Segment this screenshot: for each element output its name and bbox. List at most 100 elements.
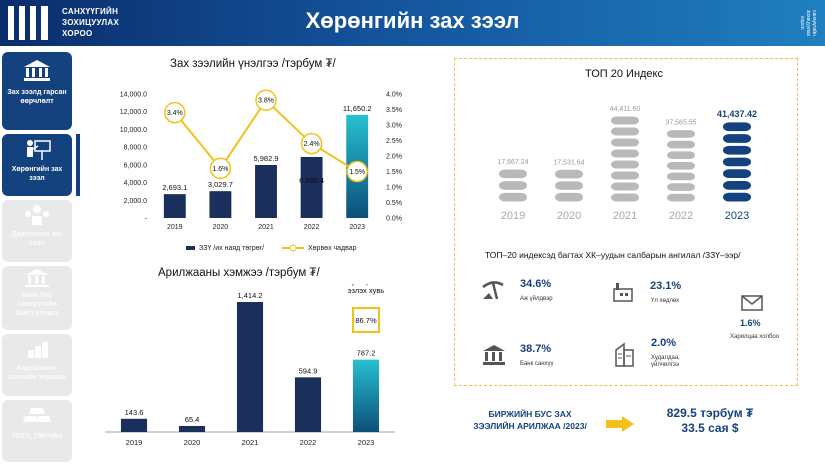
breakdown-title: ТОП–20 индексэд багтах ХК–уудын салбарын…: [485, 250, 741, 260]
x-tick-label: 2021: [242, 438, 259, 447]
top20-data-label: 37,565.55: [665, 120, 696, 127]
stat-bank-label: Банк санхүү: [520, 361, 554, 367]
trading-volume-bar: [352, 359, 380, 432]
header-bar: САНХҮҮГИЙН ЗОХИЦУУЛАХ ХОРОО Хөрөнгийн за…: [0, 0, 825, 46]
top20-bar-segment: [723, 134, 751, 143]
top20-bar-segment: [611, 160, 639, 169]
side-logo: санхүүгийн зохицуулах хороо: [799, 9, 817, 37]
top20-bar-segment: [723, 192, 751, 202]
top20-panel: [454, 58, 798, 386]
y2-tick-label: 0.5%: [386, 200, 402, 207]
stat-bank-pct: 38.7%: [520, 343, 552, 355]
top20-bar-segment: [555, 181, 583, 190]
top20-bar-segment: [611, 182, 639, 191]
top20-bar-segment: [611, 171, 639, 180]
y-tick-label: 6,000.0: [124, 162, 147, 169]
gold-bars-icon: [23, 408, 51, 422]
market-value-data-label: 3,029.7: [208, 180, 233, 189]
market-value-data-label: 2,693.1: [162, 183, 187, 192]
buildings-icon: [615, 342, 634, 367]
top20-bar-segment: [555, 192, 583, 202]
otc-trading-value: 829.5 тэрбум ₮ 33.5 сая $: [666, 406, 754, 435]
sidebar-item-insurance[interactable]: Даатгалын зах зээл: [2, 200, 72, 262]
top20-bar-segment: [611, 193, 639, 202]
x-tick-label: 2019: [501, 210, 525, 222]
x-tick-label: 2022: [300, 438, 317, 447]
sidebar-item-nbfi[interactable]: Банк бус санхүүгийн байгууллага: [2, 266, 72, 330]
market-value-data-label: 5,982.9: [253, 154, 278, 163]
x-tick-label: 2019: [126, 438, 143, 447]
liquidity-point: [346, 160, 368, 183]
top20-bar-segment: [611, 149, 639, 158]
trading-volume-data-label: 65.4: [185, 415, 200, 424]
y-tick-label: 12,000.0: [120, 109, 147, 116]
sidebar-item-label: Зах зээлд гарсан өөрчлөлт: [7, 89, 67, 105]
trading-volume-data-label: 143.6: [125, 408, 144, 417]
top20-bar-segment: [667, 172, 695, 181]
sidebar-item-abs[interactable]: ҮХХЭ, УМҮЧАЗ: [2, 400, 72, 462]
x-tick-label: 2022: [669, 210, 693, 222]
sidebar-item-label: Хөрөнгийн зах зээл: [11, 166, 63, 182]
trading-volume-data-label: 787.2: [357, 349, 376, 358]
liquidity-data-label: 2.4%: [304, 141, 320, 148]
liquidity-point: [164, 101, 186, 124]
mining-icon: [482, 281, 504, 300]
bank-icon: [25, 269, 49, 287]
y-tick-label: 2,000.0: [124, 198, 147, 205]
stat-telecom-label: Харилцаа холбоо: [730, 334, 780, 340]
logo-icon: [8, 6, 48, 40]
y2-tick-label: 3.5%: [386, 107, 402, 114]
y-tick-label: 4,000.0: [124, 180, 147, 187]
trading-volume-bar: [236, 302, 264, 432]
y2-tick-label: 2.0%: [386, 154, 402, 161]
market-value-bar: [300, 156, 323, 218]
liquidity-data-label: 1.6%: [212, 166, 228, 173]
liquidity-data-label: 3.8%: [258, 98, 274, 105]
sidebar-item-label: Хадгаламж, зээлийн хоршоо: [8, 365, 66, 381]
y2-tick-label: 1.5%: [386, 169, 402, 176]
sidebar-item-capital-market[interactable]: Хөрөнгийн зах зээл: [2, 134, 72, 196]
x-tick-label: 2021: [258, 224, 274, 231]
sidebar-item-savings-coop[interactable]: Хадгаламж, зээлийн хоршоо: [2, 334, 72, 396]
page-title: Хөрөнгийн зах зээл: [305, 8, 520, 33]
stat-telecom-pct: 1.6%: [740, 318, 761, 328]
trading-volume-chart: 143.6 2019 65.4 2020 1,414.2 2021 594.9 2022 787…: [105, 284, 395, 447]
share-annotation-value: 86.7%: [355, 316, 377, 325]
y2-tick-label: 1.0%: [386, 185, 402, 192]
y-tick-label: 8,000.0: [124, 145, 147, 152]
sidebar-item-market-changes[interactable]: Зах зээлд гарсан өөрчлөлт: [2, 52, 72, 130]
liquidity-point: [209, 157, 232, 180]
trading-volume-bar: [178, 425, 206, 432]
top20-bar-segment: [611, 127, 639, 136]
top20-bar-segment: [667, 130, 695, 138]
top20-index-chart: 17,667.24 2019 17,531.64 2020 44,411.60 2021 3…: [497, 106, 757, 222]
x-tick-label: 2023: [349, 224, 365, 231]
building-icon: [24, 60, 50, 81]
envelope-icon: [741, 295, 763, 311]
coins-icon: [28, 342, 48, 358]
top20-data-label: 17,667.24: [497, 159, 528, 166]
top20-bar-segment: [499, 192, 527, 202]
top20-bar-segment: [723, 145, 751, 155]
x-tick-label: 2020: [213, 224, 229, 231]
legend-label: ЗЗҮ /их наяд төгрөг/: [199, 245, 264, 252]
liquidity-data-label: 3.4%: [167, 110, 183, 117]
x-tick-label: 2019: [167, 224, 183, 231]
arrow-right-icon: [606, 416, 634, 432]
stat-industry-pct: 34.6%: [520, 278, 552, 290]
market-value-bar: [163, 194, 186, 218]
trading-volume-bar: [294, 377, 322, 432]
factory-icon: [613, 283, 633, 302]
top20-bar-segment: [611, 116, 639, 125]
top20-bar-segment: [499, 169, 527, 179]
top20-chart-title: ТОП 20 Индекс: [585, 68, 663, 80]
bank-money-icon: [483, 345, 505, 365]
trading-volume-data-label: 1,414.2: [237, 291, 262, 300]
x-tick-label: 2020: [557, 210, 581, 222]
liquidity-point: [300, 132, 323, 155]
top20-data-label: 41,437.42: [717, 109, 757, 119]
y-tick-label: 10,000.0: [120, 127, 147, 134]
sidebar-item-label: Банк бус санхүүгийн байгууллага: [15, 292, 59, 317]
top20-bar-segment: [723, 181, 751, 190]
x-tick-label: 2020: [184, 438, 201, 447]
